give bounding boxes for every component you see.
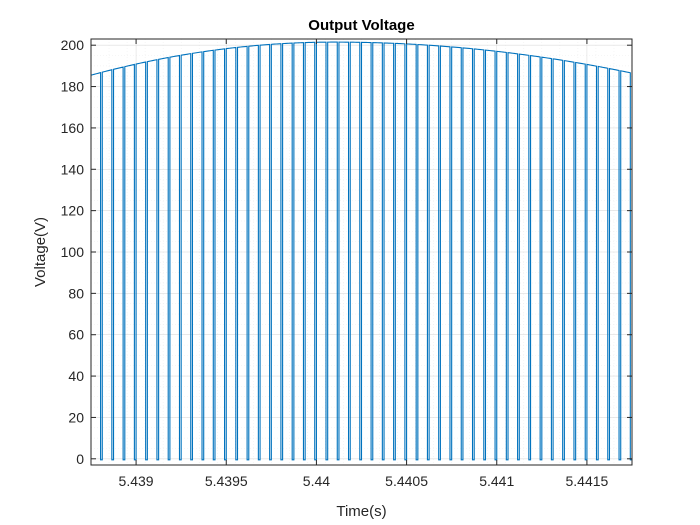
x-tick-label: 5.4395 [205,473,248,489]
y-tick-label: 40 [68,368,84,384]
y-tick-label: 180 [61,79,85,95]
x-tick-label: 5.441 [479,473,514,489]
y-tick-label: 0 [76,451,84,467]
y-tick-label: 100 [61,244,85,260]
y-tick-label: 20 [68,409,84,425]
y-axis-label: Voltage(V) [32,217,49,287]
x-tick-label: 5.4405 [385,473,428,489]
y-tick-label: 60 [68,327,84,343]
x-tick-label: 5.4415 [566,473,609,489]
y-tick-label: 80 [68,285,84,301]
chart-title: Output Voltage [308,17,414,34]
y-tick-label: 200 [61,37,85,53]
y-tick-label: 140 [61,161,85,177]
x-tick-label: 5.439 [119,473,154,489]
y-tick-label: 160 [61,120,85,136]
series-layer [91,41,632,461]
tick-layer: 5.439 5.4395 5.44 5.4405 5.441 5.4415 0 20 40 60 8… [61,37,632,489]
x-tick-label: 5.44 [303,473,330,489]
y-tick-label: 120 [61,203,85,219]
x-axis-label: Time(s) [336,503,386,520]
series-line-output-voltage [91,41,632,461]
